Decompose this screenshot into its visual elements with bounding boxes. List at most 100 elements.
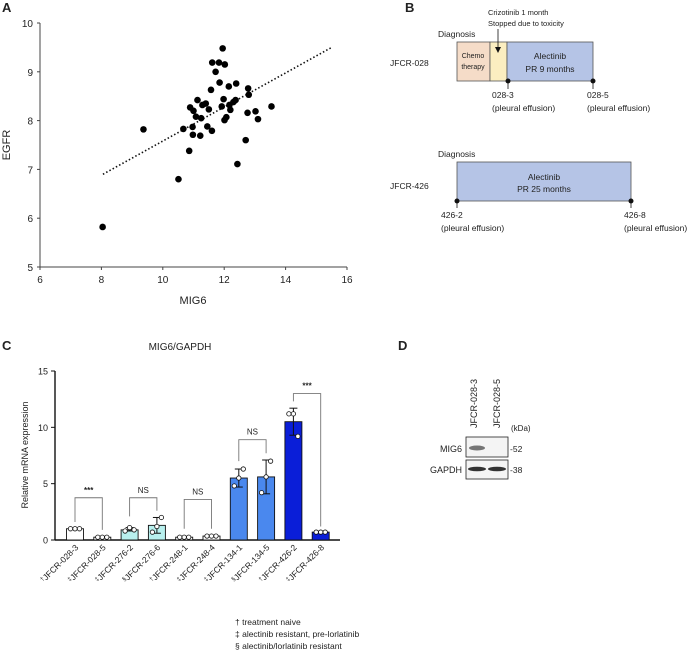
significance-bracket bbox=[129, 497, 158, 517]
x-axis-label: MIG6 bbox=[180, 295, 207, 307]
replicate-point bbox=[95, 534, 101, 540]
significance-bracket bbox=[74, 497, 103, 530]
arrow-head-icon bbox=[495, 47, 501, 53]
kda-unit: (kDa) bbox=[511, 424, 531, 433]
data-point bbox=[252, 108, 259, 115]
alectinib-bar bbox=[506, 41, 594, 82]
drug-label: Alectinib bbox=[534, 51, 566, 61]
replicate-point bbox=[313, 529, 319, 535]
replicate-point bbox=[104, 534, 110, 540]
data-point bbox=[216, 79, 223, 86]
timeline-jfcr-028: Crizotinib 1 month Stopped due to toxici… bbox=[390, 8, 650, 113]
y-tick-label: 10 bbox=[22, 19, 34, 30]
significance-bracket bbox=[183, 498, 212, 529]
diagnosis-label: Diagnosis bbox=[438, 149, 475, 159]
category-mark: † bbox=[40, 576, 47, 583]
kda-marker: -52 bbox=[510, 444, 523, 454]
data-point bbox=[245, 91, 253, 99]
y-tick-label: 15 bbox=[38, 367, 48, 377]
category-mark: § bbox=[231, 576, 238, 583]
replicate-point bbox=[213, 533, 219, 539]
panel-label-d: D bbox=[398, 338, 407, 353]
panel-label-a: A bbox=[2, 0, 12, 15]
gapdh-blot bbox=[465, 459, 509, 480]
data-point bbox=[221, 61, 229, 68]
replicate-point bbox=[263, 474, 269, 480]
category-mark: § bbox=[122, 576, 129, 583]
y-axis-label: EGFR bbox=[1, 130, 13, 161]
category-mark: ‡ bbox=[94, 576, 101, 583]
replicate-point bbox=[149, 529, 155, 535]
category-mark: ‡ bbox=[285, 576, 292, 583]
replicate-point bbox=[267, 458, 274, 464]
replicate-point bbox=[127, 525, 133, 531]
kda-value: 38 bbox=[513, 465, 523, 475]
y-axis-label: Relative mRNA expression bbox=[20, 401, 30, 508]
data-point bbox=[207, 86, 215, 94]
replicate-point bbox=[240, 466, 246, 472]
data-point bbox=[204, 123, 211, 130]
patient-label: JFCR-028 bbox=[390, 58, 429, 68]
panel-label-c: C bbox=[2, 338, 12, 353]
replicate-point bbox=[158, 514, 164, 521]
replicate-point bbox=[67, 526, 74, 532]
replicate-point bbox=[208, 533, 215, 539]
chemotherapy-bar bbox=[456, 41, 491, 82]
data-point bbox=[180, 125, 187, 133]
data-point bbox=[212, 68, 219, 76]
data-point bbox=[192, 113, 200, 120]
category-mark: † bbox=[149, 576, 156, 583]
category-mark: † bbox=[258, 576, 265, 583]
data-point bbox=[99, 223, 106, 231]
band bbox=[468, 466, 486, 472]
replicate-point bbox=[177, 534, 183, 540]
data-point bbox=[185, 147, 193, 155]
drug-label: Alectinib bbox=[528, 172, 560, 182]
replicate-point bbox=[131, 527, 137, 533]
data-point bbox=[190, 107, 197, 115]
category-mark: ‡ bbox=[176, 576, 183, 583]
crizotinib-note-2: Stopped due to toxicity bbox=[488, 19, 564, 28]
data-point bbox=[234, 160, 241, 168]
band bbox=[469, 445, 485, 451]
replicate-point bbox=[295, 433, 301, 439]
bar bbox=[284, 421, 303, 541]
timeline-jfcr-426: Diagnosis JFCR-426 Alectinib PR 25 month… bbox=[390, 149, 687, 233]
significance-label: *** bbox=[84, 486, 94, 495]
data-point bbox=[202, 100, 210, 107]
trend-line bbox=[102, 46, 333, 175]
blot-row-label: GAPDH bbox=[430, 465, 462, 475]
chemo-label-2: therapy bbox=[461, 64, 485, 71]
replicate-point bbox=[99, 534, 105, 540]
data-point bbox=[244, 85, 252, 92]
crizotinib-note-1: Crizotinib 1 month bbox=[488, 8, 548, 17]
x-tick-label: 10 bbox=[157, 275, 169, 286]
kda-marker: -38 bbox=[510, 465, 523, 475]
bar-chart: MIG6/GAPDH Relative mRNA expression † tr… bbox=[20, 342, 360, 651]
replicate-point bbox=[258, 490, 265, 496]
replicate-point bbox=[318, 529, 324, 535]
x-tick-label: 6 bbox=[37, 275, 43, 286]
replicate-point bbox=[290, 411, 296, 417]
replicate-point bbox=[322, 529, 328, 535]
y-tick-label: 5 bbox=[27, 263, 33, 274]
data-point bbox=[175, 175, 182, 183]
significance-label: *** bbox=[302, 382, 312, 391]
y-tick-label: 9 bbox=[27, 68, 33, 79]
data-point bbox=[140, 126, 147, 133]
data-point bbox=[232, 80, 240, 87]
category-mark: ‡ bbox=[203, 576, 210, 583]
replicate-point bbox=[122, 528, 128, 534]
replicate-point bbox=[76, 526, 83, 532]
replicate-point bbox=[72, 526, 78, 532]
panel-label-b: B bbox=[405, 0, 414, 15]
data-point bbox=[194, 96, 201, 104]
x-tick-label: 8 bbox=[99, 275, 105, 286]
lane-label: JFCR-028-5 bbox=[492, 379, 502, 428]
data-point bbox=[242, 136, 249, 144]
x-tick-label: 12 bbox=[219, 275, 231, 286]
significance-bracket bbox=[292, 393, 322, 527]
significance-label: NS bbox=[138, 486, 149, 495]
data-point bbox=[196, 132, 204, 140]
significance-label: NS bbox=[247, 428, 258, 437]
